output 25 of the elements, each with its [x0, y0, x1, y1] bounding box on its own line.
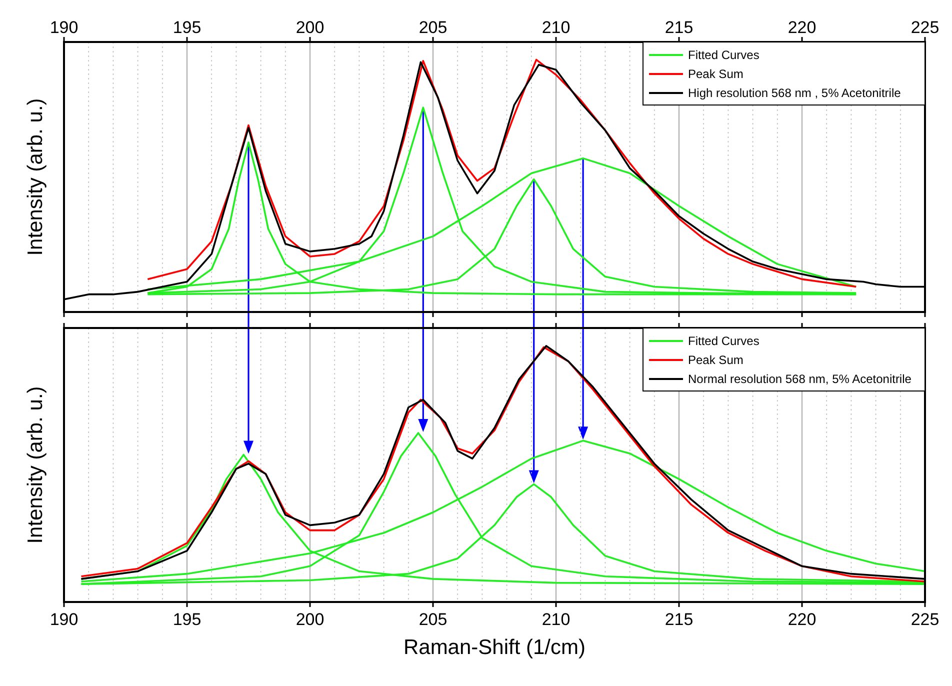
x2-tick-label: 190: [50, 18, 78, 37]
x-tick-label: 195: [172, 610, 202, 629]
x2-tick-label: 210: [542, 18, 570, 37]
x-tick-label: 200: [296, 610, 324, 629]
x-tick-label: 215: [664, 610, 694, 629]
x2-tick-label: 215: [664, 18, 694, 37]
legend-label: Normal resolution 568 nm, 5% Acetonitrile: [688, 372, 912, 386]
x-tick-label: 190: [50, 610, 78, 629]
x2-tick-label: 195: [172, 18, 202, 37]
x-tick-label: 220: [788, 610, 816, 629]
x2-tick-label: 225: [910, 18, 940, 37]
x-tick-label: 205: [418, 610, 448, 629]
x-tick-label: 210: [542, 610, 570, 629]
legend-label: Fitted Curves: [688, 48, 760, 62]
x2-tick-label: 200: [296, 18, 324, 37]
x2-tick-label: 220: [788, 18, 816, 37]
legend-label: Peak Sum: [688, 353, 744, 367]
x-tick-label: 225: [910, 610, 940, 629]
legend-label: Peak Sum: [688, 67, 744, 81]
x2-tick-label: 205: [418, 18, 448, 37]
y-axis-title: Intensity (arb. u.): [24, 98, 47, 256]
legend-label: Fitted Curves: [688, 334, 760, 348]
y-axis-title: Intensity (arb. u.): [24, 386, 47, 544]
x-axis-title: Raman-Shift (1/cm): [403, 636, 586, 659]
legend-label: High resolution 568 nm , 5% Acetonitrile: [688, 86, 902, 100]
